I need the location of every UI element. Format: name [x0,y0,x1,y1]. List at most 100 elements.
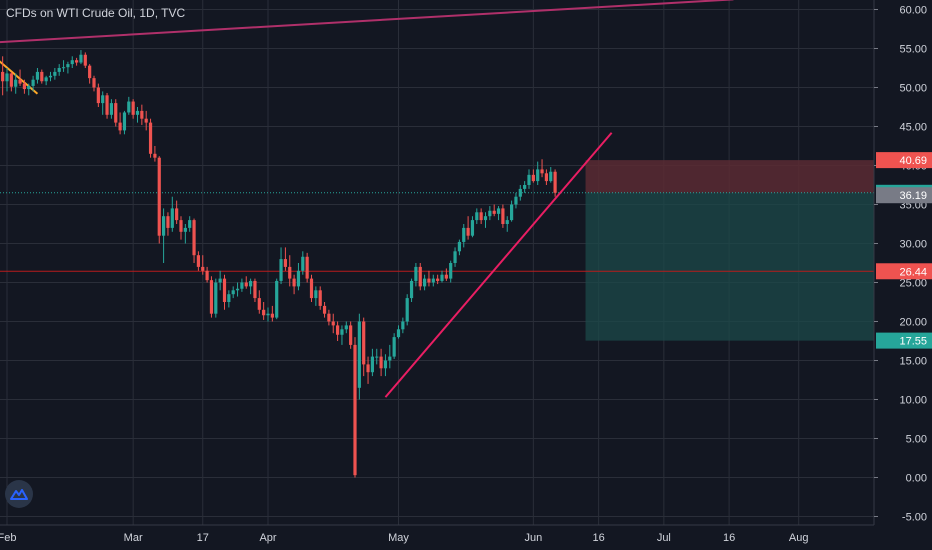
candle-body [470,220,475,236]
candle-body [109,103,113,115]
candle-body [370,356,374,373]
candle-body [227,294,231,302]
candle-body [48,75,53,78]
candle-body [1,71,5,82]
candle-body [309,278,314,299]
candle-body [344,325,348,330]
time-tick-label: Jul [657,532,671,544]
candle-body [527,174,531,185]
candle-body [418,266,422,287]
candle-body [179,220,183,232]
candle-body [22,83,26,90]
position-zones [585,160,891,341]
candle-body [492,210,496,214]
candle-body [144,118,148,123]
candle-body [201,266,205,271]
candle-body [483,216,488,221]
price-tick-label: -5.00 [902,512,927,524]
candle-body [375,356,379,358]
candle-body [140,110,144,119]
candle-body [510,204,514,221]
price-badge [876,332,932,349]
candle-body [536,169,540,182]
candle-body [427,278,431,283]
price-tick-label: 45.00 [899,122,927,134]
candle-body [175,208,179,221]
candle-body [553,171,557,193]
price-badge [876,263,932,280]
candle-body [496,208,501,214]
tradingview-logo[interactable] [5,480,33,508]
time-tick-label: Apr [259,532,276,544]
candle-body [453,251,457,263]
candle-body [423,278,427,287]
candle-body [431,278,435,283]
candle-body [396,329,401,338]
candle-body [105,95,109,115]
candle-body [231,290,235,295]
candle-body [244,282,248,287]
trendline [384,132,613,398]
candle-body [283,259,287,267]
price-badge-label: 40.69 [899,155,927,167]
candlestick-series [1,50,557,478]
time-axis[interactable] [0,525,874,550]
price-tick-label: 15.00 [899,356,927,368]
candle-body [314,290,318,299]
candle-body [414,266,418,281]
price-tick-label: 30.00 [899,239,927,251]
price-tick-label: 50.00 [899,83,927,95]
candle-body [540,169,544,174]
tradingview-icon [10,489,28,500]
candle-body [170,208,174,228]
candle-body [66,64,70,68]
candle-body [366,364,370,373]
candle-body [162,216,166,236]
time-tick-label: Mar [124,532,143,544]
candle-body [122,112,127,131]
candle-body [462,227,466,242]
candle-body [401,321,405,330]
candle-body [70,60,74,65]
candle-body [362,321,366,365]
candle-body [192,220,196,256]
candle-body [409,280,414,299]
candle-body [27,85,31,90]
candle-body [31,79,35,86]
time-tick-label: Feb [0,532,16,544]
candle-body [544,173,548,182]
candle-body [88,65,92,79]
candle-body [118,122,122,131]
price-tick-label: 5.00 [906,434,927,446]
candle-body [188,220,192,228]
candle-body [53,71,57,76]
candle-body [288,266,292,279]
time-tick-label: 16 [723,532,735,544]
time-tick-label: 16 [592,532,604,544]
candle-body [262,309,266,316]
candle-body [209,280,214,314]
candle-body [440,274,444,281]
candle-body [444,274,448,279]
candle-body [35,71,40,80]
candle-body [135,110,140,115]
candle-body [296,270,301,287]
price-axis[interactable] [874,0,932,525]
candle-body [205,270,209,281]
stop-loss-zone [585,160,891,193]
time-tick-label: 17 [197,532,209,544]
price-tick-label: 60.00 [899,5,927,17]
candle-body [270,313,274,318]
candle-body [18,79,22,84]
candle-body [301,256,305,271]
candle-body [466,227,470,236]
candle-body [92,78,96,88]
candle-body [523,185,527,189]
candle-body [340,329,344,335]
candle-body [153,153,157,158]
trendline [0,60,39,95]
candle-body [61,67,66,69]
price-badge-label: 26.44 [899,266,927,278]
